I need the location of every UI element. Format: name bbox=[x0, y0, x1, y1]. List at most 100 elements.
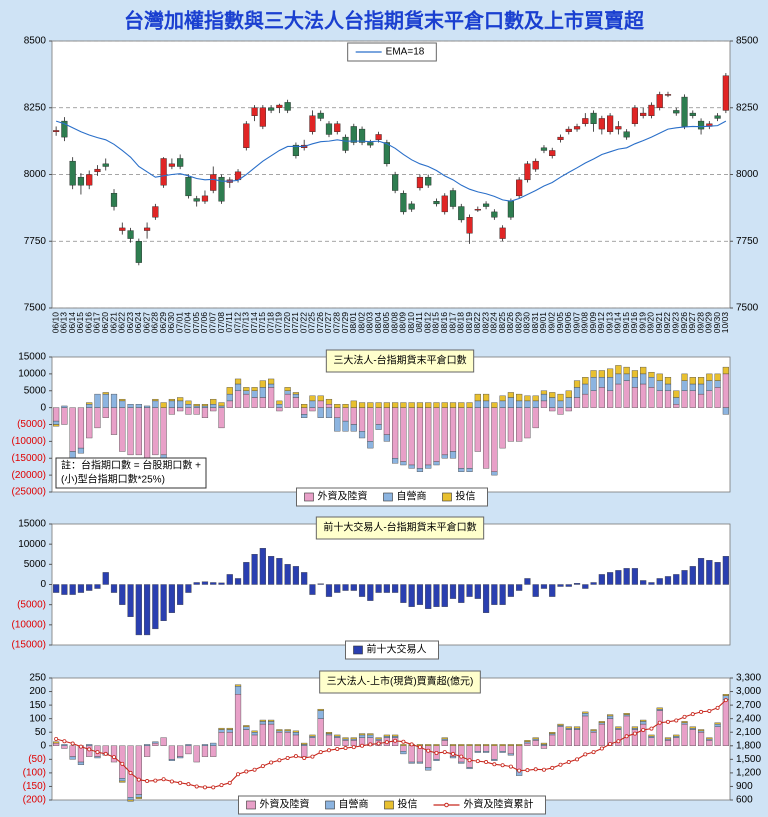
y-tick-label: (5000) bbox=[17, 419, 46, 430]
bar bbox=[168, 745, 175, 760]
candle-body bbox=[416, 176, 424, 189]
bar bbox=[549, 734, 556, 746]
bar bbox=[152, 742, 159, 746]
y-tick-label: 8000 bbox=[24, 169, 47, 180]
bar bbox=[301, 744, 308, 746]
bar bbox=[499, 745, 506, 752]
bar bbox=[110, 584, 118, 593]
bar bbox=[458, 407, 465, 469]
bar bbox=[590, 730, 597, 733]
y-tick-label: 10000 bbox=[18, 539, 46, 550]
candle-body bbox=[640, 112, 647, 116]
bar bbox=[135, 745, 142, 795]
note-box bbox=[55, 457, 207, 489]
line-point bbox=[451, 751, 456, 756]
x-tick-label: 08/04 bbox=[373, 312, 383, 334]
bar bbox=[317, 395, 324, 402]
bar bbox=[573, 387, 581, 398]
bar bbox=[532, 584, 539, 597]
x-tick-label: 09/13 bbox=[604, 312, 614, 334]
bar bbox=[598, 377, 605, 388]
line-point bbox=[260, 764, 265, 769]
bar bbox=[466, 744, 473, 746]
bar bbox=[722, 366, 729, 375]
bar bbox=[102, 393, 109, 408]
bar bbox=[615, 570, 622, 585]
bar bbox=[582, 393, 589, 408]
bar bbox=[631, 377, 639, 388]
bar bbox=[656, 373, 663, 381]
line-point bbox=[269, 760, 274, 765]
bar bbox=[268, 719, 275, 722]
bar bbox=[284, 732, 291, 746]
bar bbox=[425, 402, 432, 408]
bar bbox=[53, 741, 60, 744]
bar bbox=[400, 407, 407, 462]
x-tick-label: 07/01 bbox=[174, 312, 184, 334]
bar bbox=[499, 744, 506, 746]
candle-body bbox=[474, 209, 481, 211]
bar bbox=[433, 584, 440, 607]
bar bbox=[582, 377, 589, 385]
bar bbox=[557, 393, 564, 402]
y2-tick-label: 3,000 bbox=[736, 686, 761, 697]
bar bbox=[350, 737, 357, 740]
bar bbox=[449, 744, 457, 746]
bar bbox=[441, 740, 448, 746]
x-tick-label: 07/12 bbox=[232, 312, 242, 334]
bar bbox=[309, 584, 316, 595]
bar bbox=[292, 393, 300, 398]
line-point bbox=[87, 747, 92, 752]
bar bbox=[615, 365, 622, 375]
bar bbox=[268, 387, 275, 408]
bar bbox=[102, 392, 109, 395]
bar bbox=[234, 578, 242, 585]
x-tick-label: 09/05 bbox=[555, 312, 565, 334]
x-tick-label: 07/20 bbox=[282, 312, 292, 334]
bar bbox=[532, 395, 539, 402]
bar bbox=[367, 407, 374, 442]
line-point bbox=[575, 757, 580, 762]
x-tick-label: 08/23 bbox=[480, 312, 490, 334]
bar bbox=[226, 393, 233, 402]
bar bbox=[135, 404, 142, 408]
bar bbox=[549, 397, 556, 408]
line-point bbox=[326, 748, 331, 753]
bar bbox=[143, 407, 151, 459]
bar bbox=[218, 729, 225, 733]
candle-body bbox=[524, 163, 531, 181]
bar bbox=[342, 420, 349, 432]
bar bbox=[416, 761, 424, 764]
bar bbox=[259, 548, 266, 585]
line-point bbox=[343, 746, 348, 751]
candle-body bbox=[259, 107, 266, 127]
bar bbox=[350, 584, 357, 591]
x-tick-label: 09/30 bbox=[712, 312, 722, 334]
bar bbox=[185, 407, 192, 415]
bar bbox=[458, 745, 465, 763]
bar bbox=[210, 398, 217, 405]
bar bbox=[607, 377, 614, 391]
y-tick-label: 200 bbox=[29, 686, 46, 697]
bar bbox=[234, 684, 242, 687]
bar bbox=[689, 729, 696, 746]
bar bbox=[218, 582, 225, 585]
line-point bbox=[475, 759, 480, 764]
bar bbox=[664, 390, 672, 408]
bar bbox=[441, 584, 448, 607]
bar bbox=[309, 737, 316, 746]
x-tick-label: 08/18 bbox=[456, 312, 466, 334]
bar bbox=[664, 383, 672, 391]
bar bbox=[392, 734, 399, 737]
bar bbox=[673, 574, 680, 585]
bar bbox=[656, 710, 663, 746]
bar bbox=[408, 407, 415, 466]
legend-label: 自營商 bbox=[397, 490, 427, 503]
bar bbox=[631, 387, 639, 408]
bar bbox=[425, 744, 432, 746]
candle-body bbox=[631, 107, 639, 124]
bar bbox=[325, 734, 333, 746]
x-tick-label: 07/13 bbox=[241, 312, 251, 334]
bar bbox=[110, 407, 118, 435]
x-tick-label: 06/30 bbox=[166, 312, 176, 334]
